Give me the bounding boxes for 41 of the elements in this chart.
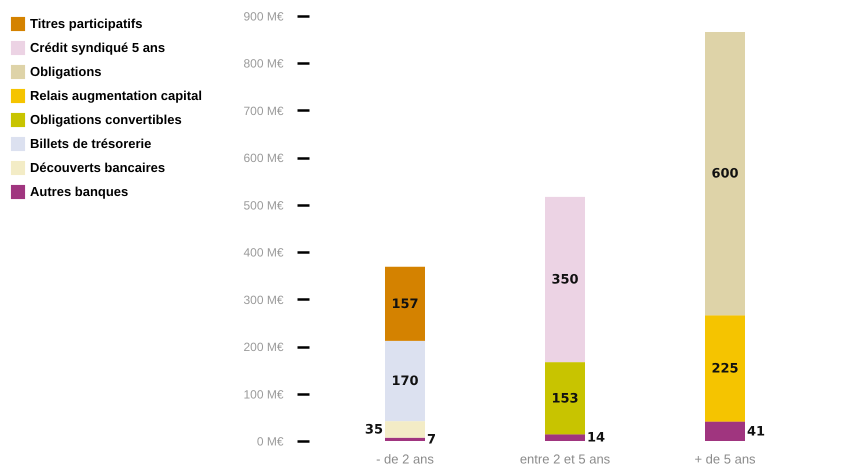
data-label: 14 bbox=[587, 430, 606, 446]
bar bbox=[385, 438, 425, 441]
x-tick-label: - de 2 ans bbox=[376, 452, 434, 466]
legend-label: Autres banques bbox=[30, 184, 128, 199]
y-tick-label: 900 M€ bbox=[243, 10, 284, 24]
y-tick-label: 400 M€ bbox=[243, 246, 284, 260]
y-tick-label: 700 M€ bbox=[243, 104, 284, 118]
y-tick-label: 500 M€ bbox=[243, 198, 284, 212]
bar bbox=[545, 434, 585, 441]
legend-label: Obligations convertibles bbox=[30, 112, 182, 127]
data-label: 170 bbox=[391, 374, 419, 390]
y-tick-label: 300 M€ bbox=[243, 292, 284, 307]
bar bbox=[385, 340, 425, 422]
legend-label: Crédit syndiqué 5 ans bbox=[30, 40, 166, 55]
data-label: 157 bbox=[391, 296, 419, 312]
data-label: 600 bbox=[711, 166, 739, 182]
bar bbox=[385, 266, 425, 341]
data-label: 41 bbox=[747, 424, 766, 440]
x-tick-label: entre 2 et 5 ans bbox=[520, 452, 611, 466]
legend-label: Obligations bbox=[30, 64, 102, 79]
bar bbox=[545, 362, 585, 434]
bar bbox=[545, 196, 585, 362]
y-tick-label: 800 M€ bbox=[243, 56, 284, 71]
legend-label: Relais augmentation capital bbox=[30, 88, 202, 103]
x-tick-label: + de 5 ans bbox=[694, 452, 756, 466]
y-tick-label: 200 M€ bbox=[243, 340, 284, 354]
y-tick-label: 600 M€ bbox=[243, 151, 284, 166]
data-label: 153 bbox=[551, 391, 579, 406]
legend-label: Découverts bancaires bbox=[30, 160, 166, 175]
y-tick-label: 100 M€ bbox=[243, 387, 284, 402]
data-label: 225 bbox=[711, 362, 739, 377]
bar bbox=[385, 421, 425, 438]
data-label: 35 bbox=[364, 422, 383, 438]
data-label: 350 bbox=[551, 272, 579, 288]
data-label: 7 bbox=[427, 432, 436, 448]
bar bbox=[705, 32, 745, 316]
y-tick-label: 0 M€ bbox=[256, 434, 284, 448]
bar bbox=[705, 422, 745, 441]
bar bbox=[705, 315, 745, 422]
legend-label: Titres participatifs bbox=[30, 16, 142, 31]
legend-label: Billets de trésorerie bbox=[30, 136, 152, 151]
